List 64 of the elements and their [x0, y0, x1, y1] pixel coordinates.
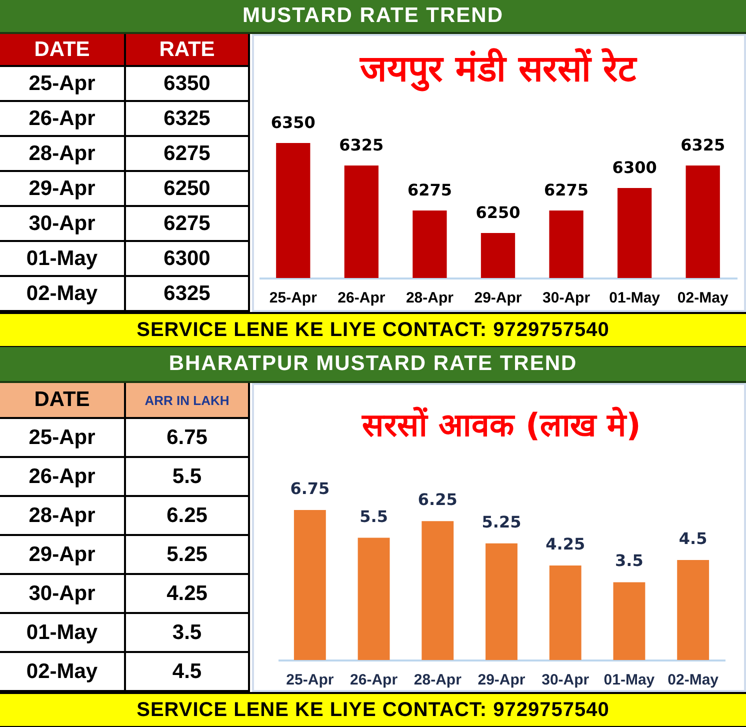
category-label: 30-Apr: [28, 212, 96, 234]
x-tick-label: 30-Apr: [542, 290, 590, 306]
text: MUSTARD RATE TREND: [0, 0, 746, 34]
x-tick-label: 01-May: [609, 290, 661, 306]
category-label: 25-Apr: [28, 72, 96, 94]
category-label: 30-Apr: [28, 582, 96, 604]
data-label: 6250: [476, 203, 520, 222]
x-tick-label: 02-May: [668, 672, 720, 688]
chart-title: जयपुर मंडी सरसों रेट: [359, 48, 638, 92]
category-label: 01-May: [26, 246, 98, 270]
text: 5.5: [172, 464, 202, 488]
data-label: 6325: [680, 136, 726, 154]
text: DATE: [0, 383, 126, 419]
category-label: 26-Apr: [28, 464, 96, 488]
x-tick-label: 30-Apr: [542, 672, 590, 688]
text: 6.25: [166, 504, 208, 526]
x-tick-label: 25-Apr: [286, 672, 334, 688]
data-label: 6.25: [418, 490, 458, 510]
text: 6300: [164, 246, 210, 270]
text: 6350: [164, 72, 210, 94]
x-tick-label: 29-Apr: [474, 290, 522, 306]
data-label: 6275: [407, 180, 452, 200]
category-label: 29-Apr: [28, 542, 96, 566]
x-tick-label: 26-Apr: [350, 672, 398, 688]
text: SERVICE LENE KE LIYE CONTACT: 9729757540: [0, 312, 746, 347]
x-tick-label: 25-Apr: [269, 290, 318, 306]
text: RATE: [126, 34, 250, 67]
text: 6250: [164, 176, 210, 200]
category-label: 26-Apr: [28, 106, 96, 130]
text: ARR IN LAKH: [126, 383, 250, 419]
x-tick-label: 01-May: [604, 672, 656, 688]
data-label: 6300: [612, 158, 657, 177]
data-label: 5.25: [482, 512, 522, 532]
data-label: 4.25: [546, 534, 586, 554]
x-tick-label: 29-Apr: [478, 672, 526, 688]
category-label: 28-Apr: [28, 504, 96, 526]
category-label: 28-Apr: [28, 142, 96, 164]
text: DATE: [0, 34, 126, 67]
text: 3.5: [172, 620, 202, 644]
chart-title: सरसों आवक (लाख मे): [361, 406, 641, 444]
category-label: 01-May: [26, 620, 98, 644]
data-label: 6275: [544, 180, 589, 200]
x-tick-label: 02-May: [677, 290, 729, 306]
data-label: 6325: [339, 136, 384, 154]
text: 4.25: [166, 582, 208, 604]
data-label: 5.5: [360, 506, 388, 526]
data-label: 3.5: [615, 551, 644, 570]
text: 6325: [164, 106, 210, 130]
text: 6.75: [166, 426, 208, 448]
x-tick-label: 26-Apr: [338, 290, 386, 306]
data-label: 6.75: [290, 479, 330, 498]
x-tick-label: 28-Apr: [414, 672, 462, 688]
text: 6275: [164, 212, 210, 234]
text: 6325: [164, 282, 210, 304]
data-label: 6350: [270, 113, 316, 132]
category-label: 29-Apr: [28, 176, 96, 200]
text: 4.5: [172, 660, 202, 682]
text: SERVICE LENE KE LIYE CONTACT: 9729757540: [0, 692, 746, 727]
data-label: 4.5: [678, 529, 708, 548]
category-label: 25-Apr: [28, 426, 96, 448]
text: BHARATPUR MUSTARD RATE TREND: [0, 347, 746, 383]
text: 6275: [164, 142, 210, 164]
x-tick-label: 28-Apr: [406, 290, 454, 306]
text: 5.25: [166, 542, 208, 566]
